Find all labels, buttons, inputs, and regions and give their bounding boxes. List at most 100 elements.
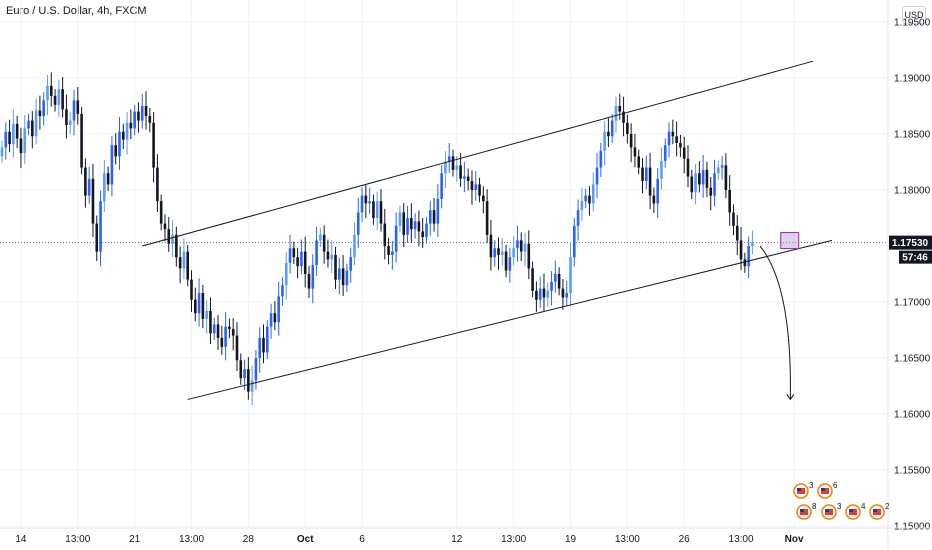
candle-body bbox=[284, 262, 288, 286]
event-count: 2 bbox=[885, 502, 890, 511]
candle-body bbox=[447, 156, 451, 162]
candle-body bbox=[247, 369, 250, 392]
candle-body bbox=[175, 234, 178, 258]
candle-body bbox=[68, 120, 72, 126]
candle-body bbox=[99, 201, 102, 252]
candle-body bbox=[610, 120, 614, 137]
candle-body bbox=[239, 360, 243, 379]
channel-upper-trendline[interactable] bbox=[142, 60, 814, 247]
candle-body bbox=[303, 251, 307, 274]
y-tick-label: 1.18500 bbox=[894, 130, 931, 141]
x-tick-label: Nov bbox=[785, 534, 804, 545]
candle-body bbox=[478, 184, 481, 196]
candle-body bbox=[231, 328, 235, 336]
candle-body bbox=[417, 221, 421, 232]
x-tick-label: 13:00 bbox=[65, 534, 90, 545]
candle-body bbox=[618, 106, 622, 112]
candle-body bbox=[747, 246, 750, 267]
highlight-box[interactable] bbox=[780, 232, 800, 250]
candle-body bbox=[125, 122, 129, 140]
candle-body bbox=[459, 165, 462, 179]
x-tick-label: 21 bbox=[129, 534, 141, 545]
candle-body bbox=[701, 169, 705, 185]
candle-body bbox=[660, 160, 663, 179]
candle-body bbox=[580, 201, 584, 211]
candle-body bbox=[402, 212, 406, 235]
candle-body bbox=[626, 122, 629, 134]
candle-body bbox=[84, 167, 87, 196]
candle-body bbox=[159, 201, 163, 224]
candle-body bbox=[572, 225, 576, 258]
candle-body bbox=[338, 268, 341, 280]
projection-arrow[interactable] bbox=[759, 245, 791, 400]
candle-body bbox=[724, 165, 728, 190]
candle-body bbox=[538, 288, 542, 300]
y-tick-label: 1.19000 bbox=[894, 74, 931, 85]
candle-body bbox=[364, 195, 368, 204]
candle-body bbox=[334, 254, 337, 280]
candle-body bbox=[652, 195, 656, 204]
y-tick-label: 1.15500 bbox=[894, 466, 931, 477]
candle-body bbox=[31, 120, 34, 137]
candle-body bbox=[80, 113, 83, 168]
candle-body bbox=[732, 212, 735, 226]
flag-canton bbox=[849, 509, 853, 512]
candle-body bbox=[148, 116, 152, 123]
candle-body bbox=[258, 337, 262, 358]
candle-body bbox=[375, 201, 379, 218]
candle-body bbox=[641, 167, 644, 182]
channel-lower-trendline[interactable] bbox=[187, 239, 833, 400]
candle-body bbox=[645, 167, 648, 182]
candle-body bbox=[489, 234, 493, 258]
candle-body bbox=[554, 274, 557, 282]
candle-body bbox=[557, 274, 561, 289]
candle-body bbox=[735, 225, 739, 241]
candle-body bbox=[667, 131, 671, 146]
candle-body bbox=[171, 234, 174, 244]
candle-body bbox=[288, 248, 292, 263]
candle-body bbox=[425, 223, 428, 238]
candle-body bbox=[4, 131, 8, 148]
candle-body bbox=[106, 173, 110, 185]
candle-body bbox=[46, 85, 49, 101]
candle-body bbox=[379, 201, 383, 224]
candle-body bbox=[144, 106, 148, 117]
candle-body bbox=[739, 240, 743, 260]
currency-button[interactable]: USD bbox=[902, 6, 926, 24]
candle-body bbox=[527, 243, 531, 269]
candle-body bbox=[432, 210, 436, 224]
candle-body bbox=[228, 326, 231, 329]
candle-body bbox=[349, 257, 352, 271]
candle-body bbox=[629, 134, 633, 148]
candle-body bbox=[504, 251, 508, 271]
candle-body bbox=[224, 326, 227, 347]
candle-body bbox=[440, 173, 443, 199]
candle-body bbox=[466, 176, 470, 182]
candle-body bbox=[8, 131, 11, 145]
candle-body bbox=[353, 234, 356, 258]
flag-canton bbox=[821, 488, 825, 491]
candle-body bbox=[633, 147, 637, 157]
candle-body bbox=[300, 251, 303, 267]
candle-body bbox=[561, 288, 565, 298]
candle-body bbox=[133, 111, 136, 129]
y-tick-label: 1.19500 bbox=[894, 18, 931, 29]
candle-body bbox=[23, 128, 27, 154]
candle-body bbox=[743, 259, 747, 267]
candle-body bbox=[38, 110, 42, 117]
candle-body bbox=[394, 225, 398, 252]
candle-body bbox=[519, 240, 523, 252]
candle-body bbox=[19, 138, 23, 154]
candle-body bbox=[428, 210, 432, 224]
candle-body bbox=[565, 293, 569, 298]
flag-canton bbox=[825, 509, 829, 512]
y-tick-label: 1.16500 bbox=[894, 354, 931, 365]
candle-body bbox=[209, 310, 212, 334]
candle-body bbox=[182, 251, 186, 269]
y-tick-label: 1.17000 bbox=[894, 298, 931, 309]
candle-body bbox=[292, 248, 296, 258]
symbol-title[interactable]: Euro / U.S. Dollar, 4h, FXCM bbox=[6, 5, 147, 17]
candle-body bbox=[266, 326, 269, 353]
candle-body bbox=[705, 169, 709, 188]
